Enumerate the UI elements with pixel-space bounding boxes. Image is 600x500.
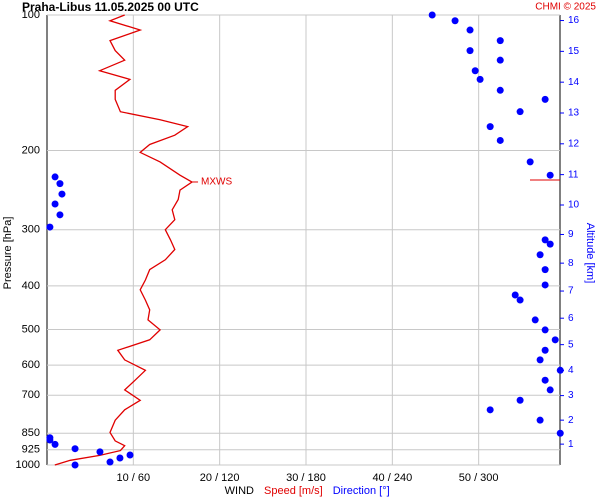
x-tick-label: 50 / 300 (459, 472, 499, 484)
y-tick-label: 100 (22, 9, 40, 21)
direction-point (58, 190, 66, 198)
y2-tick-label: 14 (568, 77, 580, 88)
direction-point (541, 266, 549, 274)
direction-point (428, 11, 436, 19)
direction-point (46, 434, 54, 442)
y2-axis-label: Altitude [km] (584, 223, 596, 284)
direction-point (531, 316, 539, 324)
direction-point (516, 296, 524, 304)
y-tick-label: 1000 (16, 459, 40, 471)
y2-tick-label: 12 (568, 138, 580, 149)
direction-point (546, 240, 554, 248)
direction-point (486, 406, 494, 414)
direction-point (466, 26, 474, 34)
y2-tick-label: 11 (568, 169, 579, 180)
y-tick-label: 400 (22, 280, 40, 292)
direction-point (556, 429, 564, 437)
direction-point (496, 56, 504, 64)
direction-point (496, 37, 504, 45)
direction-point (56, 211, 64, 219)
direction-point (486, 123, 494, 131)
direction-point (526, 158, 534, 166)
y-axis-label: Pressure [hPa] (2, 217, 14, 290)
y-tick-label: 300 (22, 224, 40, 236)
legend-entry: Speed [m/s] (264, 485, 323, 497)
direction-point (536, 416, 544, 424)
direction-point (466, 47, 474, 55)
y2-tick-label: 2 (568, 415, 574, 426)
direction-point (496, 136, 504, 144)
y-tick-label: 700 (22, 389, 40, 401)
y2-tick-label: 15 (568, 46, 580, 57)
y2-tick-label: 10 (568, 200, 580, 211)
direction-point (541, 281, 549, 289)
direction-point (546, 386, 554, 394)
x-tick-label: 10 / 60 (117, 472, 151, 484)
direction-point (556, 366, 564, 374)
x-tick-label: 40 / 240 (372, 472, 412, 484)
direction-point (106, 458, 114, 466)
y2-tick-label: 1 (568, 439, 574, 450)
x-tick-label: 30 / 180 (286, 472, 326, 484)
direction-point (126, 451, 134, 459)
y2-tick-label: 16 (568, 15, 580, 26)
y2-tick-label: 8 (568, 258, 574, 269)
direction-point (551, 336, 559, 344)
direction-point (541, 346, 549, 354)
direction-point (51, 440, 59, 448)
y2-tick-label: 6 (568, 313, 574, 324)
y2-tick-label: 9 (568, 229, 574, 240)
direction-point (541, 326, 549, 334)
speed-line (54, 14, 194, 466)
x-axis-label: WIND (225, 485, 254, 497)
direction-point (116, 454, 124, 462)
legend-entry: Direction [°] (333, 485, 390, 497)
y-tick-label: 600 (22, 359, 40, 371)
annotation: MXWS (201, 177, 232, 188)
direction-point (476, 75, 484, 83)
direction-point (511, 291, 519, 299)
y2-tick-label: 4 (568, 365, 574, 376)
direction-point (46, 223, 54, 231)
x-tick-label: 20 / 120 (200, 472, 240, 484)
direction-point (71, 461, 79, 469)
y2-tick-label: 7 (568, 286, 574, 297)
y-tick-label: 200 (22, 144, 40, 156)
y-tick-label: 850 (22, 427, 40, 439)
y2-tick-label: 5 (568, 339, 574, 350)
direction-point (71, 445, 79, 453)
direction-point (541, 95, 549, 103)
direction-point (546, 171, 554, 179)
direction-point (516, 108, 524, 116)
direction-point (516, 396, 524, 404)
y2-tick-label: 3 (568, 390, 574, 401)
direction-point (51, 200, 59, 208)
y-tick-label: 925 (22, 444, 40, 456)
credit: CHMI © 2025 (535, 2, 596, 13)
direction-point (541, 376, 549, 384)
direction-point (51, 173, 59, 181)
chart-title: Praha-Libus 11.05.2025 00 UTC (22, 0, 199, 14)
direction-point (536, 356, 544, 364)
direction-point (541, 236, 549, 244)
direction-point (536, 251, 544, 259)
direction-point (496, 86, 504, 94)
direction-point (56, 180, 64, 188)
y-tick-label: 500 (22, 323, 40, 335)
direction-point (451, 17, 459, 25)
direction-point (471, 67, 479, 75)
direction-point (96, 448, 104, 456)
y2-tick-label: 13 (568, 108, 580, 119)
